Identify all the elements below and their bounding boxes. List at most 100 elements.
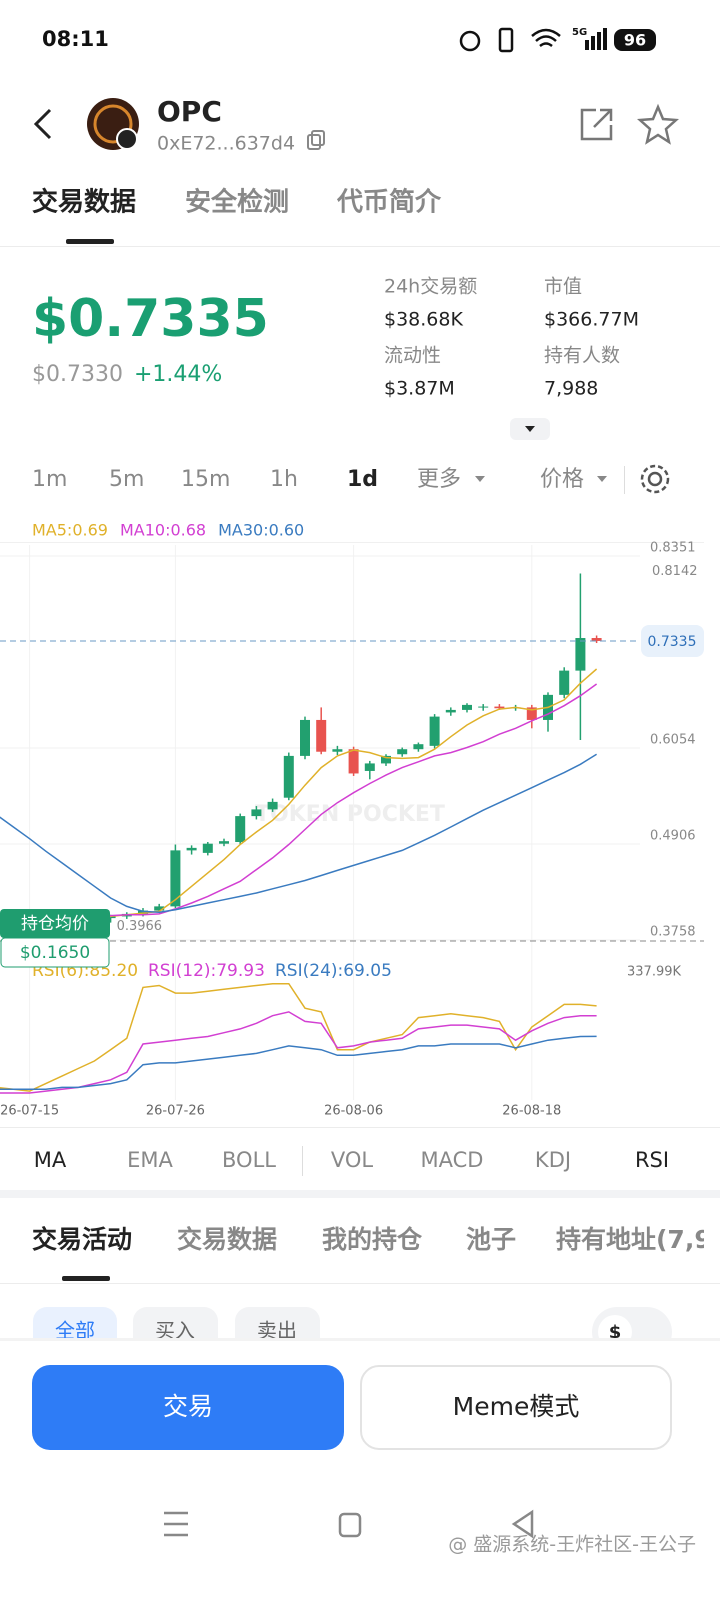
legend-entry: RSI(12):79.93 bbox=[148, 961, 265, 981]
stat-value: $3.87M bbox=[384, 378, 455, 400]
x-tick-label: 26-08-06 bbox=[324, 1104, 383, 1119]
indicator-line bbox=[0, 982, 597, 1092]
cost-label: 持仓均价 bbox=[21, 914, 89, 934]
indicator-tab[interactable]: BOLL bbox=[222, 1148, 276, 1172]
tab[interactable]: 代币简介 bbox=[336, 187, 442, 218]
indicator-tab[interactable]: KDJ bbox=[535, 1148, 571, 1172]
candle-body bbox=[251, 809, 262, 817]
x-tick-label: 26-08-18 bbox=[502, 1104, 561, 1119]
back-button[interactable] bbox=[33, 108, 52, 140]
reference-price: $0.7330 bbox=[32, 362, 123, 387]
favorite-button[interactable] bbox=[636, 103, 680, 145]
cost-badge bbox=[0, 909, 110, 938]
candle-body bbox=[170, 850, 181, 907]
activity-tab[interactable]: 交易数据 bbox=[177, 1225, 277, 1254]
toggle-label: $ bbox=[609, 1322, 622, 1343]
chart-border bbox=[0, 542, 704, 543]
candle-body bbox=[462, 704, 472, 710]
interval[interactable]: 15m bbox=[181, 467, 230, 492]
y-tick-label: 0.6054 bbox=[650, 733, 696, 748]
share-button[interactable] bbox=[580, 108, 613, 141]
tab[interactable]: 交易数据 bbox=[32, 187, 136, 218]
interval[interactable]: 更多 bbox=[417, 467, 461, 492]
trade-button[interactable] bbox=[32, 1365, 344, 1450]
indicator-tab[interactable]: VOL bbox=[331, 1148, 374, 1172]
candle-body bbox=[316, 719, 327, 752]
alarm-icon bbox=[459, 30, 481, 52]
copy-button[interactable] bbox=[307, 130, 325, 150]
candle-body bbox=[154, 906, 165, 911]
candle-body bbox=[364, 763, 375, 771]
candle-body bbox=[429, 716, 440, 746]
candle-body bbox=[526, 707, 537, 720]
legend-entry: RSI(24):69.05 bbox=[275, 961, 392, 981]
indicator-line bbox=[94, 683, 598, 917]
indicator-tab[interactable]: MA bbox=[34, 1148, 67, 1172]
activity-tab[interactable]: 交易活动 bbox=[32, 1225, 132, 1254]
chain-badge bbox=[116, 128, 138, 150]
candle-body bbox=[494, 706, 505, 709]
price-mode[interactable]: 价格 bbox=[540, 467, 584, 492]
network-type: 5G bbox=[572, 27, 587, 38]
candle-body bbox=[202, 843, 213, 853]
candle-body bbox=[591, 638, 602, 641]
legend-entry: MA5:0.69 bbox=[32, 521, 108, 540]
interval[interactable]: 1m bbox=[32, 467, 67, 492]
footer-watermark: @ 盛源系统-王炸社区-王公子 bbox=[448, 1534, 696, 1556]
y-tick-label: 0.8351 bbox=[650, 541, 696, 556]
candle-body bbox=[478, 706, 489, 708]
candle-body bbox=[186, 847, 197, 851]
indicator-line bbox=[0, 753, 597, 913]
settings-button[interactable] bbox=[640, 464, 670, 494]
signal-icon bbox=[585, 28, 607, 50]
status-icons bbox=[459, 27, 561, 53]
activity-tab-row: 交易活动 交易数据 我的持仓 池子 持有地址(7,988) bbox=[32, 1225, 720, 1254]
meme-button[interactable] bbox=[360, 1365, 672, 1450]
candle-body bbox=[397, 749, 408, 755]
divider bbox=[0, 246, 720, 247]
stat-label: 24h交易额 bbox=[384, 276, 477, 298]
tab[interactable]: 安全检测 bbox=[185, 187, 289, 218]
trade-button-label: 交易 bbox=[163, 1392, 213, 1421]
divider bbox=[0, 1283, 720, 1284]
separator bbox=[624, 466, 625, 494]
indicator-tabs: MA EMA BOLL VOL MACD KDJ RSI bbox=[34, 1148, 669, 1172]
interval[interactable]: 1h bbox=[270, 467, 298, 492]
cost-value: $0.1650 bbox=[20, 943, 90, 963]
activity-tab[interactable]: 我的持仓 bbox=[322, 1225, 423, 1254]
candle-body bbox=[332, 749, 343, 752]
min-low-label: 0.3966 bbox=[117, 919, 163, 934]
nav-back[interactable] bbox=[511, 1509, 534, 1539]
nav-menu[interactable] bbox=[164, 1511, 188, 1537]
dropdown-arrow bbox=[597, 476, 607, 482]
status-time: 08:11 bbox=[42, 27, 109, 51]
interval[interactable]: 5m bbox=[109, 467, 144, 492]
candle-body bbox=[381, 755, 391, 764]
meme-button-label: Meme模式 bbox=[453, 1392, 580, 1421]
stat-value: $38.68K bbox=[384, 309, 463, 331]
tab-indicator bbox=[66, 239, 114, 244]
candle-body bbox=[267, 801, 278, 810]
candle-body bbox=[283, 755, 294, 798]
indicator-tab[interactable]: EMA bbox=[127, 1148, 173, 1172]
token-name: OPC bbox=[157, 95, 222, 128]
activity-tab[interactable]: 持有地址(7,988) bbox=[556, 1225, 720, 1254]
candle-body bbox=[138, 910, 148, 914]
current-price-tag bbox=[641, 624, 704, 657]
dropdown-arrow bbox=[475, 476, 485, 482]
legend-entry: MA30:0.60 bbox=[218, 521, 304, 540]
wifi-icon bbox=[531, 28, 561, 48]
candle-body bbox=[348, 749, 359, 774]
section-divider bbox=[0, 1190, 720, 1198]
token-address: 0xE72...637d4 bbox=[157, 133, 295, 155]
indicator-tab[interactable]: MACD bbox=[421, 1148, 484, 1172]
activity-tab[interactable]: 池子 bbox=[466, 1225, 516, 1254]
indicator-tab[interactable]: RSI bbox=[635, 1148, 669, 1172]
nav-bar bbox=[164, 1509, 534, 1539]
nav-home[interactable] bbox=[338, 1512, 362, 1538]
avatar-ring bbox=[93, 104, 133, 144]
interval[interactable]: 1d bbox=[347, 467, 378, 492]
